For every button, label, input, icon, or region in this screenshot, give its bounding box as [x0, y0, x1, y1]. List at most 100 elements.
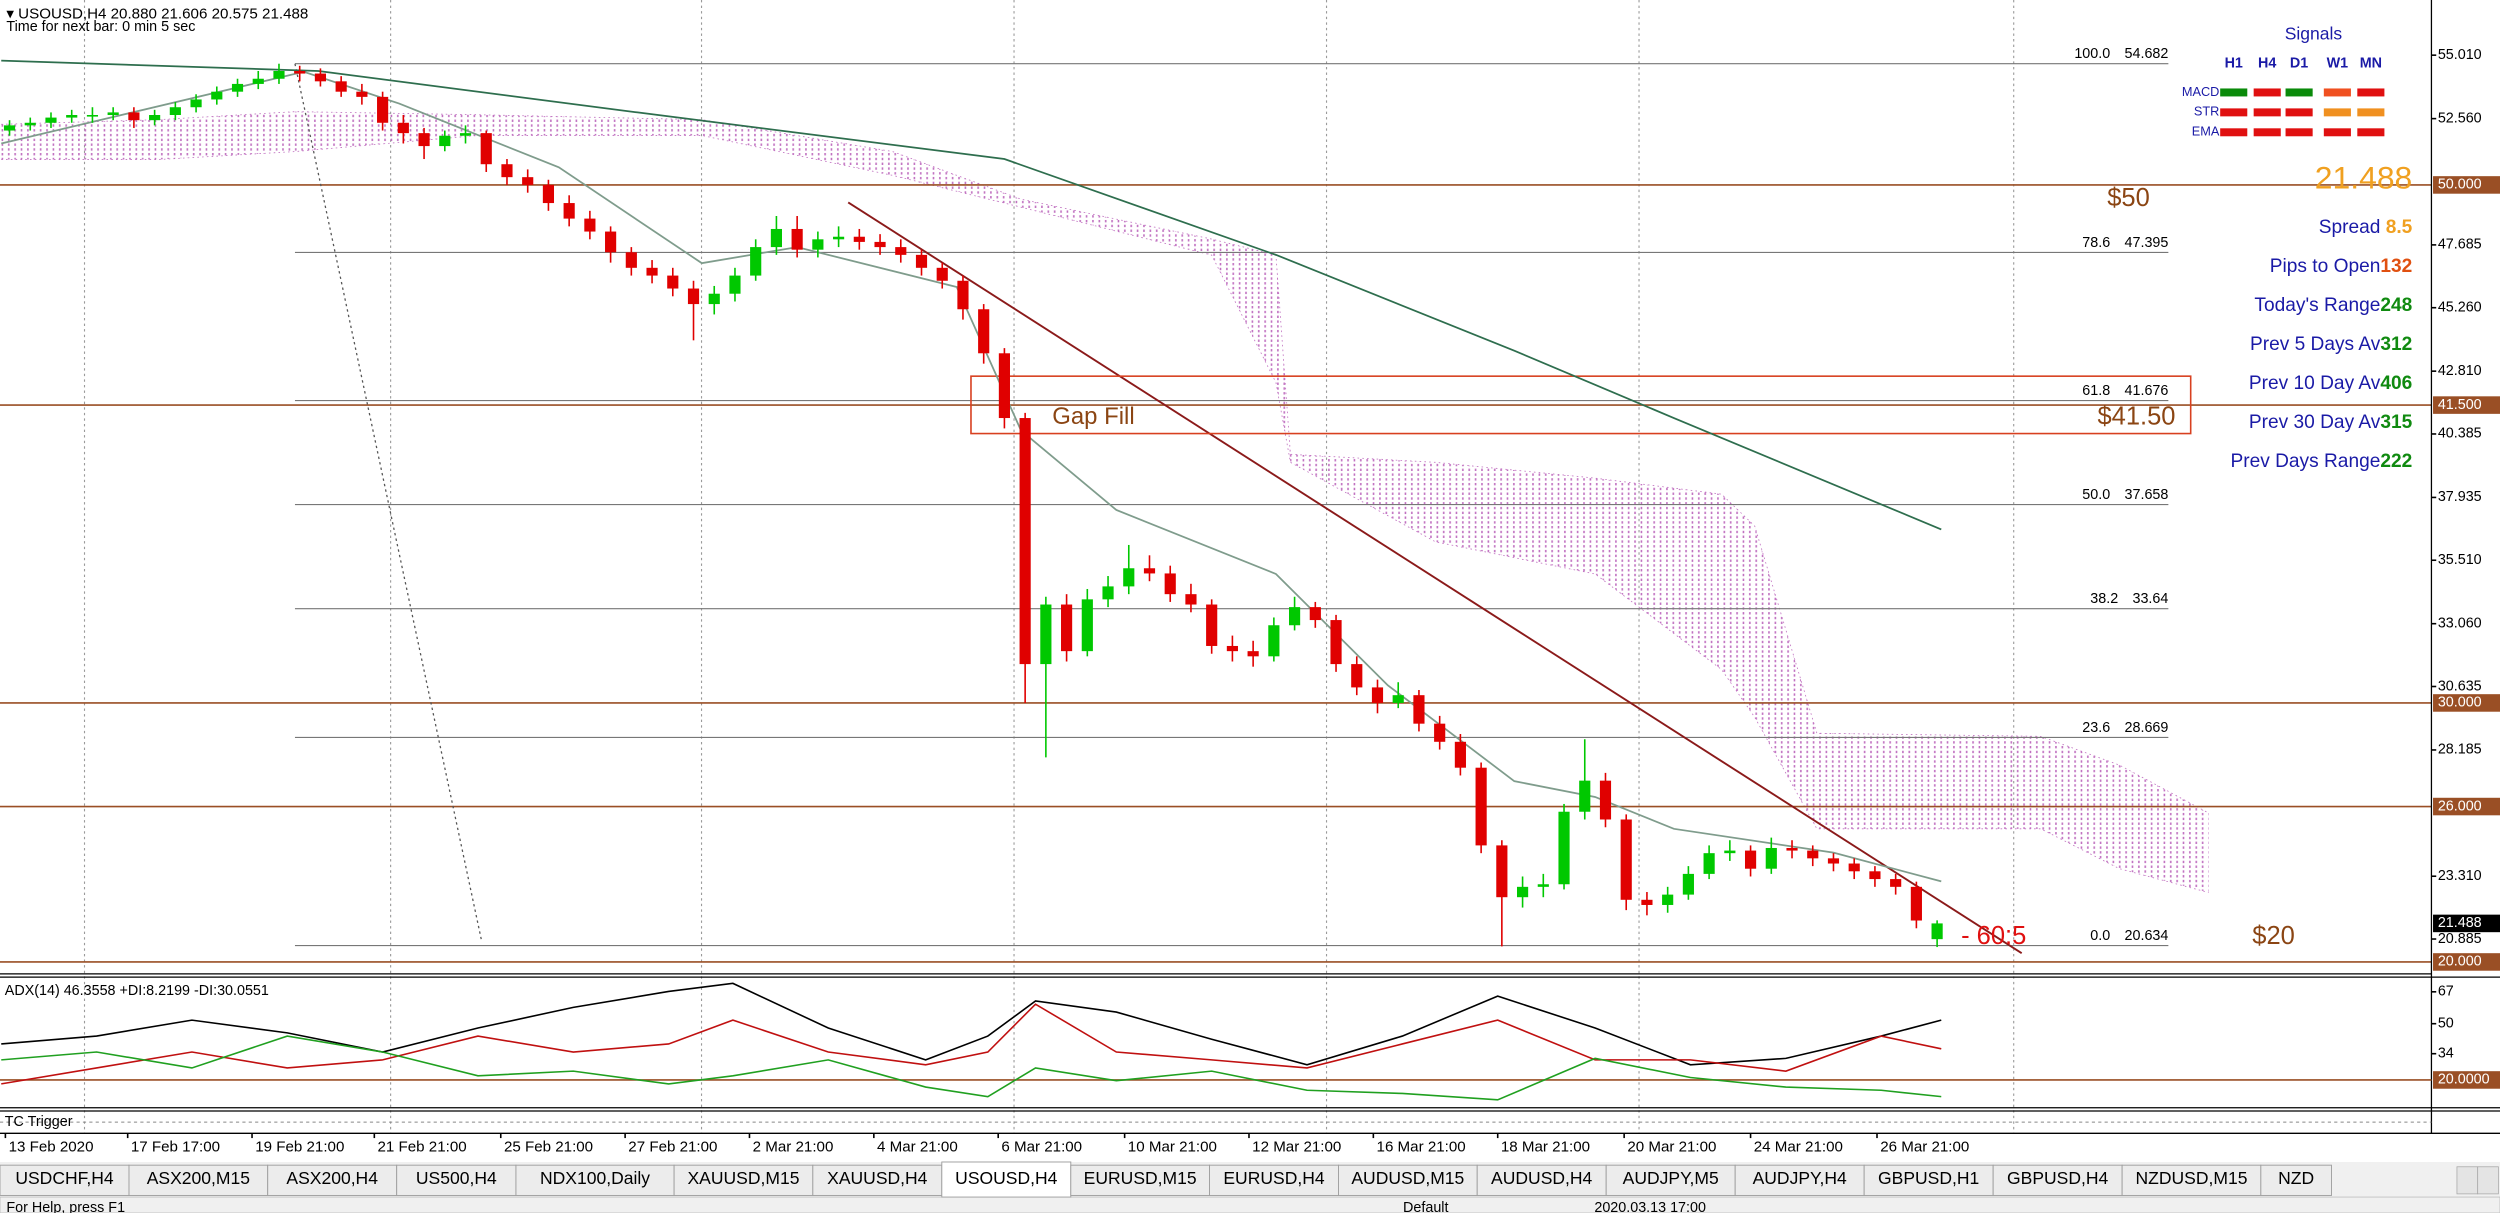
tab-label[interactable]: US500,H4: [416, 1168, 497, 1188]
candle-body: [190, 99, 202, 108]
tab[interactable]: [2121, 1164, 2262, 1196]
candle-body: [936, 267, 948, 281]
tab-label[interactable]: EURUSD,H4: [1223, 1168, 1324, 1188]
candle-body: [1848, 863, 1860, 872]
candle-body: [625, 252, 637, 268]
fib-gap: [2110, 235, 2124, 251]
candle-body: [294, 70, 306, 74]
tab-label[interactable]: ASX200,M15: [147, 1168, 250, 1188]
tab-label[interactable]: AUDJPY,M5: [1623, 1168, 1719, 1188]
candle-body: [1662, 894, 1674, 905]
candle-body: [1413, 695, 1425, 724]
fib-level: 0.0: [2090, 928, 2110, 944]
tab-label[interactable]: XAUUSD,M15: [687, 1168, 799, 1188]
cloud-upper: [1, 111, 2209, 814]
candle-body: [1931, 923, 1943, 940]
tab-label[interactable]: NZD: [2278, 1168, 2314, 1188]
tab[interactable]: [1209, 1164, 1339, 1196]
tab-label[interactable]: NDX100,Daily: [540, 1168, 650, 1188]
tab-label[interactable]: EURUSD,M15: [1084, 1168, 1197, 1188]
info-label: Spread: [2319, 217, 2386, 238]
underlay: [0, 63, 2432, 963]
info-price: 21.488: [2315, 160, 2413, 196]
adx-line: [1, 982, 1942, 1066]
tab[interactable]: [0, 1164, 130, 1196]
tab-label[interactable]: NZDUSD,M15: [2136, 1168, 2248, 1188]
tab[interactable]: [396, 1164, 517, 1196]
signal-cell: [2253, 88, 2281, 97]
candle-body: [314, 73, 327, 82]
signal-row: MACD: [2182, 84, 2220, 99]
tab-label[interactable]: ASX200,H4: [286, 1168, 378, 1188]
tab[interactable]: [1605, 1164, 1736, 1196]
tab-label[interactable]: USDCHF,H4: [15, 1168, 114, 1188]
fib-price: 28.669: [2125, 720, 2169, 736]
annotation: $50: [2107, 184, 2150, 212]
tab[interactable]: [515, 1164, 675, 1196]
info-line: Prev 10 Day Av406: [2249, 373, 2412, 394]
level-label: 20.000: [2438, 954, 2482, 970]
period-separators: [83, 0, 2015, 1134]
candle-body: [128, 112, 140, 121]
tab[interactable]: [941, 1161, 1072, 1198]
tab-label[interactable]: GBPUSD,H4: [2007, 1168, 2109, 1188]
candle-body: [397, 122, 409, 134]
candle-body: [708, 293, 720, 305]
fib-level: 78.6: [2082, 235, 2110, 251]
x-tick-label: 21 Feb 21:00: [378, 1139, 467, 1156]
candle-body: [356, 91, 368, 97]
tab-scroll[interactable]: [2456, 1166, 2479, 1195]
tab-label[interactable]: AUDJPY,H4: [1753, 1168, 1847, 1188]
fib-label: 23.6 28.669: [2082, 720, 2168, 736]
candle-body: [1226, 645, 1238, 652]
candle-body: [1475, 767, 1487, 846]
tab-label[interactable]: XAUUSD,H4: [827, 1168, 928, 1188]
tab[interactable]: [2260, 1164, 2332, 1196]
symbol: USOUSD,H4 20.880 21.606 20.575 21.488: [18, 5, 308, 22]
signal-cell: [2323, 128, 2351, 137]
fib-level: 38.2: [2090, 591, 2118, 607]
candle-body: [833, 236, 845, 240]
fib-trend: [294, 63, 483, 941]
tab[interactable]: [1338, 1164, 1478, 1196]
gap-box: [970, 375, 2192, 435]
tab-label[interactable]: USOUSD,H4: [955, 1168, 1057, 1188]
tab[interactable]: [1476, 1164, 1607, 1196]
collapse-icon: ▾: [6, 5, 18, 22]
tab[interactable]: [673, 1164, 814, 1196]
info-value: 8.5: [2386, 217, 2413, 238]
candle-body: [501, 164, 513, 178]
y-tick-label: 37.935: [2438, 489, 2482, 505]
candle-body: [729, 275, 741, 294]
tab-label[interactable]: AUDUSD,M15: [1351, 1168, 1464, 1188]
tab-scroll[interactable]: [2477, 1166, 2499, 1195]
candle-body: [169, 107, 181, 115]
candle-body: [1558, 811, 1570, 885]
signal-row: STR: [2194, 104, 2220, 119]
fib-gap: [2110, 487, 2124, 503]
candle-body: [107, 112, 119, 115]
tab[interactable]: [128, 1164, 269, 1196]
info-line: Pips to Open132: [2270, 256, 2413, 277]
signal-cell: [2323, 108, 2351, 117]
annotation: $20: [2252, 922, 2295, 950]
info-line: Spread 8.5: [2319, 217, 2413, 238]
status-time: 2020.03.13 17:00: [1594, 1200, 1706, 1213]
tab[interactable]: [1863, 1164, 1994, 1196]
tab[interactable]: [1734, 1164, 1865, 1196]
tab-label[interactable]: GBPUSD,H1: [1878, 1168, 1979, 1188]
tab[interactable]: [1992, 1164, 2123, 1196]
candle-body: [377, 96, 389, 123]
fib-level: 50.0: [2082, 487, 2110, 503]
signal-cell: [2220, 128, 2248, 137]
x-tick-label: 13 Feb 2020: [9, 1139, 94, 1156]
candle-body: [1807, 850, 1819, 859]
candle-body: [522, 177, 534, 185]
info-label: Today's Range: [2254, 295, 2380, 316]
signal-column: H4: [2258, 56, 2276, 72]
level-label: 41.500: [2438, 397, 2482, 413]
tab-label[interactable]: AUDUSD,H4: [1491, 1168, 1592, 1188]
x-tick-label: 24 Mar 21:00: [1754, 1139, 1843, 1156]
